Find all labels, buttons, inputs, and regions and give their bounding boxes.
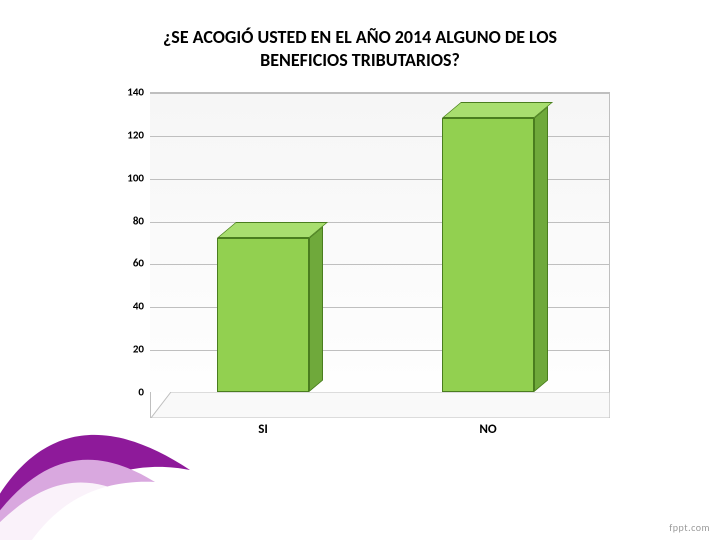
bar-shape (442, 118, 534, 392)
bar-top (442, 102, 553, 118)
y-tick-label: 100 (127, 171, 144, 184)
floor-shape (151, 392, 610, 418)
y-axis: 020406080100120140 (110, 92, 150, 392)
bar-si (217, 238, 309, 392)
y-tick-label: 60 (133, 257, 144, 270)
bar-shape (217, 238, 309, 392)
x-label-no: NO (442, 422, 534, 437)
title-line-1: ¿SE ACOGIÓ USTED EN EL AÑO 2014 ALGUNO D… (0, 26, 720, 49)
gridline (150, 93, 609, 94)
bar-front (442, 118, 534, 392)
swoosh-outer (0, 435, 190, 540)
chart-floor (150, 392, 610, 418)
y-tick-label: 20 (133, 343, 144, 356)
bar-side (534, 106, 548, 392)
footer-credit: fppt.com (669, 521, 710, 534)
bar-side (309, 226, 323, 392)
swoosh-inner (0, 460, 155, 540)
bar-chart: 020406080100120140 SINO (110, 92, 620, 442)
bar-no (442, 118, 534, 392)
bar-top (217, 222, 328, 238)
y-tick-label: 120 (127, 128, 144, 141)
chart-title: ¿SE ACOGIÓ USTED EN EL AÑO 2014 ALGUNO D… (0, 26, 720, 71)
y-tick-label: 40 (133, 300, 144, 313)
y-tick-label: 140 (127, 86, 144, 99)
bar-front (217, 238, 309, 392)
title-line-2: BENEFICIOS TRIBUTARIOS? (0, 49, 720, 72)
y-tick-label: 80 (133, 214, 144, 227)
x-label-si: SI (217, 422, 309, 437)
y-tick-label: 0 (138, 386, 144, 399)
slide: ¿SE ACOGIÓ USTED EN EL AÑO 2014 ALGUNO D… (0, 0, 720, 540)
swoosh-highlight (0, 483, 130, 540)
